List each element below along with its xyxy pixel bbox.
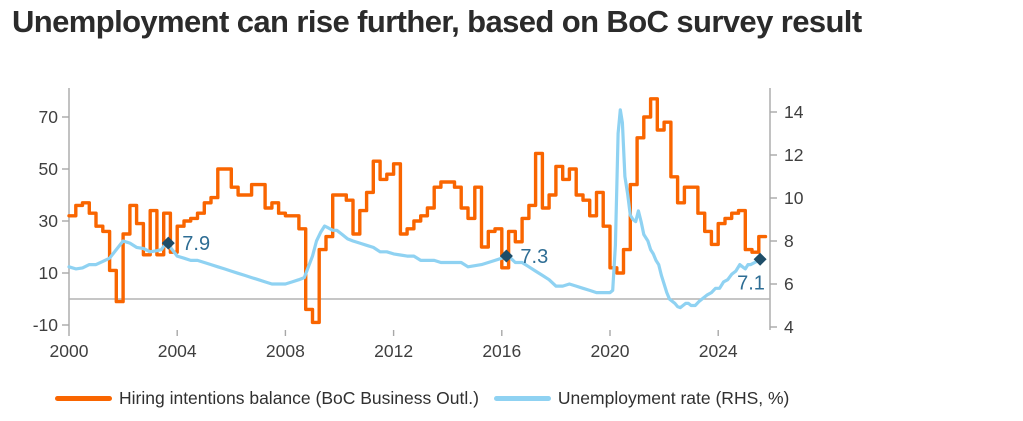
x-axis-tick-label: 2012 bbox=[374, 341, 413, 361]
x-axis-tick-label: 2020 bbox=[591, 341, 630, 361]
chart-title: Unemployment can rise further, based on … bbox=[12, 4, 862, 39]
x-axis-tick-label: 2024 bbox=[699, 341, 738, 361]
data-marker-diamond-icon bbox=[499, 249, 513, 263]
right-axis-tick-label: 14 bbox=[784, 102, 804, 122]
annotation-label: 7.9 bbox=[182, 233, 210, 255]
right-axis-tick-label: 4 bbox=[784, 317, 794, 337]
left-axis-tick-label: 10 bbox=[39, 263, 59, 283]
legend-label-hiring-intentions: Hiring intentions balance (BoC Business … bbox=[119, 388, 479, 408]
legend-label-unemployment-rate: Unemployment rate (RHS, %) bbox=[557, 388, 790, 408]
legend: Hiring intentions balance (BoC Business … bbox=[55, 388, 789, 409]
x-axis-tick-label: 2008 bbox=[266, 341, 305, 361]
left-axis-tick-label: 30 bbox=[39, 211, 59, 231]
left-axis-tick-label: 50 bbox=[39, 159, 59, 179]
right-axis-tick-label: 6 bbox=[784, 274, 794, 294]
left-axis-tick-label: 70 bbox=[39, 107, 59, 127]
x-axis-tick-label: 2016 bbox=[482, 341, 521, 361]
unemployment-rate-line bbox=[67, 108, 762, 310]
legend-item-hiring-intentions: Hiring intentions balance (BoC Business … bbox=[55, 388, 479, 409]
left-axis-tick-label: -10 bbox=[33, 315, 59, 335]
right-axis-tick-label: 12 bbox=[784, 145, 803, 165]
legend-item-unemployment-rate: Unemployment rate (RHS, %) bbox=[493, 388, 790, 409]
data-marker-diamond-icon bbox=[161, 236, 175, 250]
legend-line-swatch-blue bbox=[493, 396, 551, 401]
right-axis-tick-label: 8 bbox=[784, 231, 794, 251]
x-axis-tick-label: 2004 bbox=[158, 341, 197, 361]
annotation-label: 7.1 bbox=[737, 272, 765, 294]
hiring-intentions-line bbox=[67, 97, 768, 325]
data-marker-diamond-icon bbox=[753, 252, 767, 266]
annotation-label: 7.3 bbox=[520, 246, 548, 268]
x-axis-tick-label: 2000 bbox=[50, 341, 89, 361]
legend-line-swatch-orange bbox=[55, 396, 112, 401]
right-axis-tick-label: 10 bbox=[784, 188, 804, 208]
